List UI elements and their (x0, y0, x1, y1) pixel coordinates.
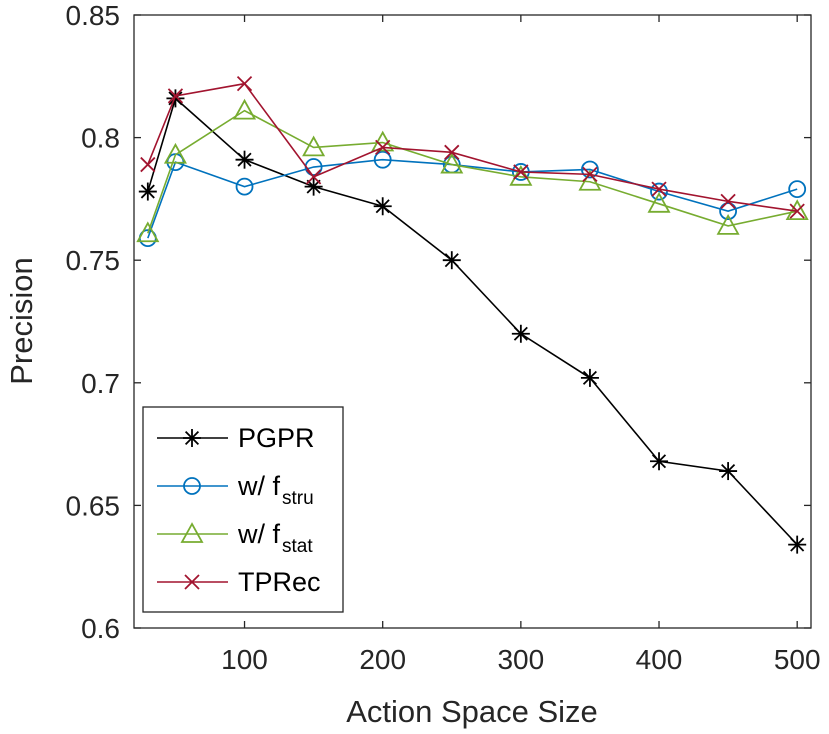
ticks-layer: 100 200 300 400 500 0.6 0.65 0.7 0.75 0.8 0.85 (66, 0, 821, 675)
series-0-point-7 (580, 368, 599, 387)
y-tick-label-5: 0.85 (66, 0, 121, 31)
series-1-point-10 (788, 180, 807, 198)
legend-marks (157, 429, 228, 590)
legend: PGPR w/ f stru w/ f stat TPRec (142, 406, 344, 613)
series-2-point-1 (163, 142, 187, 164)
series-0-point-6 (511, 324, 530, 343)
series-2 (136, 98, 809, 243)
series-0-point-8 (650, 452, 669, 471)
legend-marker-3 (184, 574, 200, 590)
series-3-point-6 (513, 164, 529, 180)
series-3-point-0 (140, 156, 156, 173)
series-0-point-10 (788, 535, 807, 554)
series-3-point-8 (651, 181, 667, 197)
y-tick-label-0: 0.6 (81, 613, 120, 644)
series-3 (140, 76, 805, 219)
legend-label-pgpr: PGPR (238, 423, 315, 453)
legend-label-tprec-main: TPRec (238, 567, 321, 597)
x-tick-label-3: 400 (636, 644, 683, 675)
series-3-point-7 (582, 166, 598, 183)
series-3-point-4 (375, 139, 391, 156)
series-2-point-0 (136, 221, 160, 243)
y-tick-label-3: 0.75 (66, 245, 121, 276)
y-axis-label: Precision (4, 257, 39, 385)
series-0 (138, 89, 807, 554)
x-tick-label-4: 500 (774, 644, 821, 675)
series-0-point-4 (373, 197, 392, 216)
series-2-point-7 (578, 169, 602, 191)
series-3-point-1 (167, 88, 184, 104)
series-0-point-5 (442, 251, 461, 270)
series-1-point-9 (719, 202, 738, 221)
legend-label-stat: w/ f stat (237, 519, 313, 557)
series-0-point-9 (719, 462, 738, 481)
x-tick-label-2: 300 (497, 644, 544, 675)
y-tick-label-4: 0.8 (81, 123, 120, 154)
legend-label-pgpr-main: PGPR (238, 423, 315, 453)
legend-marker-0 (183, 429, 201, 447)
y-tick-label-1: 0.65 (66, 490, 121, 521)
series-0-point-3 (304, 177, 323, 196)
y-tick-label-2: 0.7 (81, 368, 120, 399)
series-3-point-5 (444, 144, 460, 160)
series-3-point-2 (236, 76, 253, 92)
series-3-point-3 (305, 169, 322, 185)
legend-label-stat-main: w/ f (237, 519, 281, 549)
series-3-point-10 (789, 203, 805, 219)
series-1-point-4 (373, 150, 392, 169)
legend-box (142, 406, 344, 613)
series-3-point-9 (720, 193, 736, 209)
series-1-point-2 (235, 177, 254, 196)
series-0-point-2 (235, 150, 254, 169)
series-line-2 (147, 109, 798, 234)
series-2-point-8 (647, 191, 671, 213)
series-0-point-0 (138, 182, 157, 201)
series-layer (136, 76, 809, 554)
legend-label-tprec: TPRec (238, 567, 321, 597)
legend-label-stat-sub: stat (282, 536, 313, 557)
legend-label-stru-sub: stru (282, 488, 314, 509)
series-2-point-2 (233, 98, 257, 120)
series-1-point-8 (650, 182, 668, 201)
legend-label-stru-main: w/ f (237, 471, 281, 501)
x-tick-label-1: 200 (359, 644, 406, 675)
series-2-point-5 (440, 152, 464, 174)
x-tick-label-0: 100 (221, 644, 268, 675)
legend-marker-2 (180, 522, 204, 543)
series-1-point-7 (581, 160, 599, 179)
x-axis-label: Action Space Size (346, 694, 598, 729)
series-2-point-3 (302, 135, 326, 157)
legend-label-stru: w/ f stru (237, 471, 314, 509)
legend-marker-1 (183, 477, 201, 495)
series-2-point-9 (716, 214, 740, 235)
series-0-point-1 (166, 89, 185, 108)
plot-frame (133, 14, 812, 629)
